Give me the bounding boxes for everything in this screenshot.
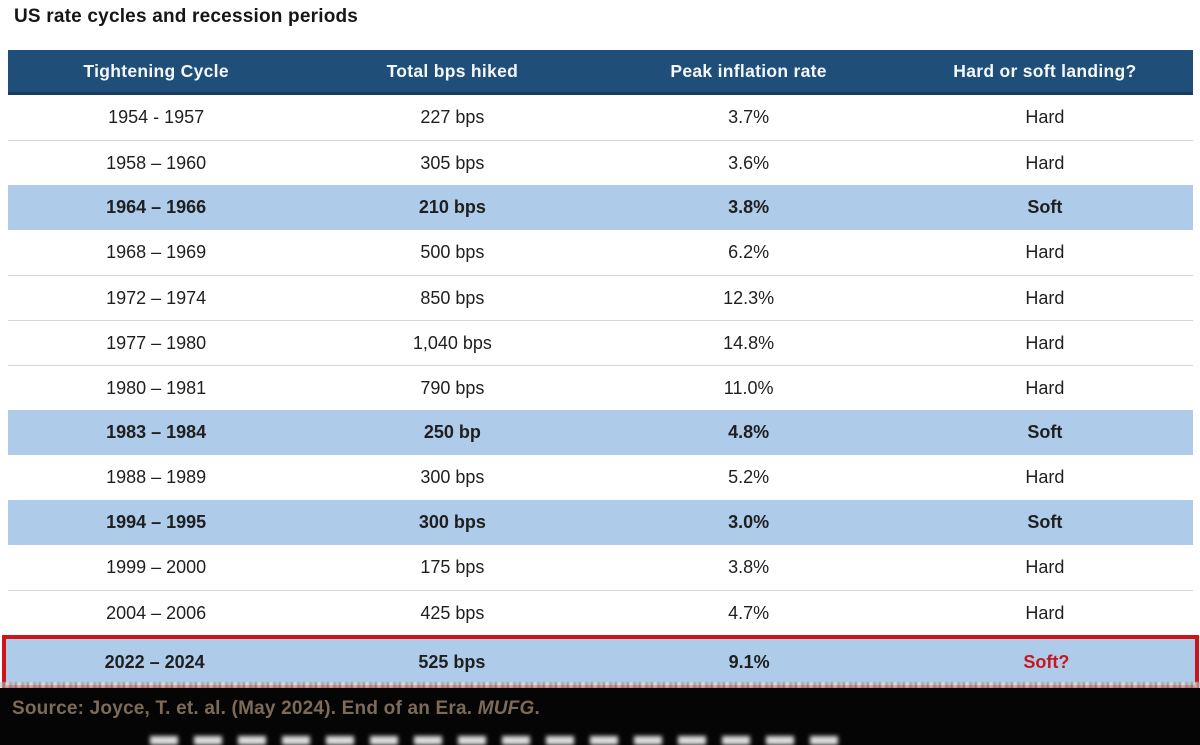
cell-peak_inflation_rate: 5.2% bbox=[728, 467, 770, 487]
source-text: Source: Joyce, T. et. al. (May 2024). En… bbox=[12, 698, 478, 719]
cell-tightening_cycle: 1958 – 1960 bbox=[106, 152, 207, 173]
footer-bar: Source: Joyce, T. et. al. (May 2024). En… bbox=[0, 688, 1200, 745]
table-row: 1977 – 1980 1,040 bps 14.8% Hard bbox=[8, 320, 1193, 365]
cell-tightening_cycle: 1954 - 1957 bbox=[108, 107, 205, 127]
cell-landing: Hard bbox=[1025, 377, 1065, 398]
cropped-text-artifact bbox=[150, 736, 850, 745]
cell-total_bps_hiked: 210 bps bbox=[418, 197, 486, 217]
cell-peak_inflation_rate: 12.3% bbox=[723, 287, 775, 308]
table-row: 1964 – 1966 210 bps 3.8% Soft bbox=[8, 185, 1193, 230]
cell-peak_inflation_rate: 3.6% bbox=[728, 152, 770, 173]
cell-tightening_cycle: 2022 – 2024 bbox=[104, 651, 205, 672]
table-row: 1958 – 1960 305 bps 3.6% Hard bbox=[8, 140, 1193, 185]
cell-total_bps_hiked: 425 bps bbox=[420, 602, 485, 623]
table-row: 1980 – 1981 790 bps 11.0% Hard bbox=[8, 365, 1193, 410]
source-period: . bbox=[534, 698, 540, 719]
table-body: 1954 - 1957 227 bps 3.7% Hard 1958 – 1960 305… bbox=[2, 95, 1199, 689]
scan-noise-divider bbox=[0, 682, 1200, 688]
cell-peak_inflation_rate: 9.1% bbox=[728, 651, 770, 672]
table-row: 1988 – 1989 300 bps 5.2% Hard bbox=[8, 455, 1193, 500]
cell-landing: Hard bbox=[1025, 557, 1065, 577]
cell-peak_inflation_rate: 3.0% bbox=[728, 512, 770, 532]
cell-landing: Hard bbox=[1025, 152, 1065, 173]
cell-tightening_cycle: 1972 – 1974 bbox=[106, 287, 207, 308]
cell-tightening_cycle: 1964 – 1966 bbox=[106, 197, 207, 217]
cell-total_bps_hiked: 300 bps bbox=[418, 512, 486, 532]
table-row: 1983 – 1984 250 bp 4.8% Soft bbox=[8, 410, 1193, 455]
table-row: 1954 - 1957 227 bps 3.7% Hard bbox=[8, 95, 1193, 140]
page-title: US rate cycles and recession periods bbox=[14, 6, 359, 27]
table-row: 1994 – 1995 300 bps 3.0% Soft bbox=[8, 500, 1193, 545]
cell-landing: Soft bbox=[1027, 512, 1063, 532]
cell-peak_inflation_rate: 3.8% bbox=[728, 197, 770, 217]
cell-landing: Soft bbox=[1027, 197, 1063, 217]
cell-peak_inflation_rate: 4.8% bbox=[728, 422, 770, 442]
cell-total_bps_hiked: 227 bps bbox=[420, 107, 485, 127]
column-header: Tightening Cycle bbox=[83, 60, 229, 81]
cell-landing: Soft bbox=[1027, 422, 1063, 442]
cell-tightening_cycle: 1988 – 1989 bbox=[106, 467, 207, 487]
cell-peak_inflation_rate: 3.8% bbox=[728, 557, 770, 577]
table-row: 1999 – 2000 175 bps 3.8% Hard bbox=[8, 545, 1193, 590]
cell-tightening_cycle: 1980 – 1981 bbox=[106, 377, 207, 398]
cell-landing: Hard bbox=[1025, 602, 1065, 623]
cell-landing: Soft? bbox=[1023, 651, 1070, 672]
cell-total_bps_hiked: 525 bps bbox=[418, 651, 486, 672]
table-row: 1972 – 1974 850 bps 12.3% Hard bbox=[8, 275, 1193, 320]
cell-total_bps_hiked: 1,040 bps bbox=[412, 332, 492, 353]
table-row: 2022 – 2024 525 bps 9.1% Soft? bbox=[6, 639, 1195, 685]
cell-tightening_cycle: 1977 – 1980 bbox=[106, 332, 207, 353]
final-row-red-outline: 2022 – 2024 525 bps 9.1% Soft? bbox=[2, 635, 1199, 689]
cell-peak_inflation_rate: 11.0% bbox=[723, 377, 774, 398]
table-header-row: Tightening Cycle Total bps hiked Peak infl… bbox=[8, 50, 1193, 95]
column-header: Total bps hiked bbox=[386, 60, 519, 81]
source-publisher: MUFG bbox=[477, 698, 535, 719]
cell-tightening_cycle: 1994 – 1995 bbox=[106, 512, 207, 532]
column-header: Peak inflation rate bbox=[670, 60, 827, 81]
cell-landing: Hard bbox=[1025, 107, 1065, 127]
cell-tightening_cycle: 1968 – 1969 bbox=[106, 242, 207, 262]
cell-total_bps_hiked: 850 bps bbox=[420, 287, 485, 308]
cell-total_bps_hiked: 790 bps bbox=[420, 377, 485, 398]
cell-total_bps_hiked: 250 bp bbox=[423, 422, 481, 442]
cell-peak_inflation_rate: 6.2% bbox=[728, 242, 770, 262]
cell-landing: Hard bbox=[1025, 332, 1065, 353]
cell-peak_inflation_rate: 14.8% bbox=[723, 332, 775, 353]
table-row: 1968 – 1969 500 bps 6.2% Hard bbox=[8, 230, 1193, 275]
cell-total_bps_hiked: 305 bps bbox=[420, 152, 485, 173]
cell-peak_inflation_rate: 4.7% bbox=[728, 602, 770, 623]
cell-total_bps_hiked: 175 bps bbox=[420, 557, 485, 577]
cell-tightening_cycle: 1999 – 2000 bbox=[106, 557, 207, 577]
cell-peak_inflation_rate: 3.7% bbox=[728, 107, 770, 127]
rate-cycles-table: Tightening Cycle Total bps hiked Peak infl… bbox=[2, 50, 1199, 689]
table-row: 2004 – 2006 425 bps 4.7% Hard bbox=[8, 590, 1193, 635]
cell-tightening_cycle: 1983 – 1984 bbox=[106, 422, 207, 442]
cell-landing: Hard bbox=[1025, 287, 1065, 308]
cell-total_bps_hiked: 500 bps bbox=[420, 242, 485, 262]
cell-total_bps_hiked: 300 bps bbox=[420, 467, 485, 487]
column-header: Hard or soft landing? bbox=[953, 60, 1137, 81]
cell-landing: Hard bbox=[1025, 242, 1065, 262]
cell-landing: Hard bbox=[1025, 467, 1065, 487]
cell-tightening_cycle: 2004 – 2006 bbox=[106, 602, 207, 623]
source-citation: Source: Joyce, T. et. al. (May 2024). En… bbox=[12, 698, 540, 720]
